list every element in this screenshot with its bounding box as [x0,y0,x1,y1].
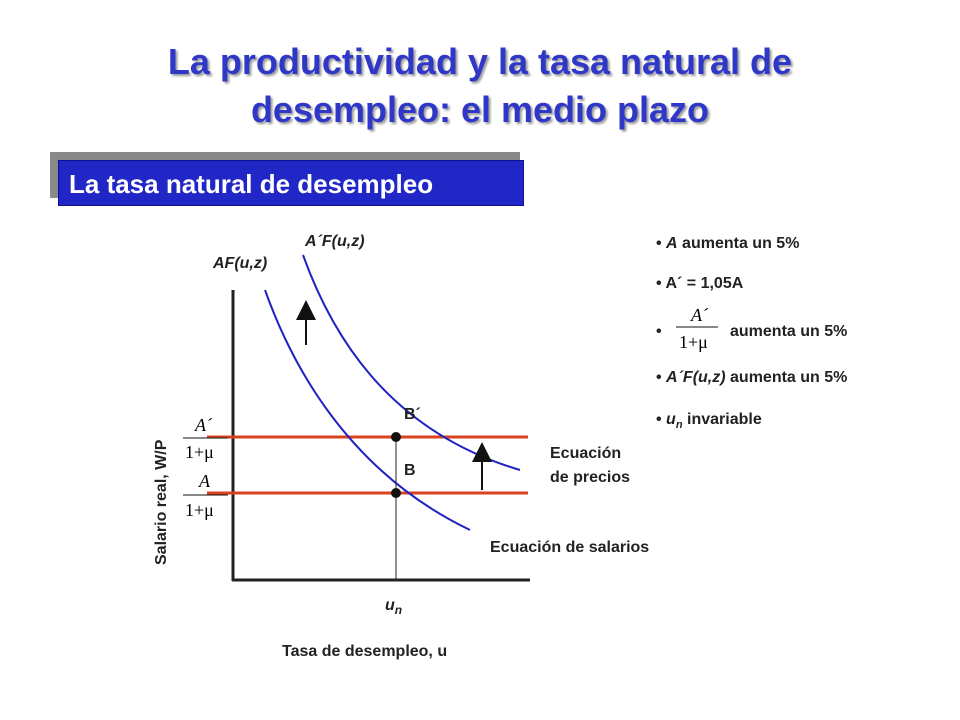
bullet1-text: aumenta un 5% [677,235,800,252]
curve-apf-label: A´F(u,z) [304,233,365,250]
frac-top: A´ 1+μ [183,415,228,462]
x-axis-label: Tasa de desempleo, u [282,643,447,660]
bullet-dot: • [656,411,667,428]
y-axis-label: Salario real, W/P [153,439,170,565]
bullet-3: • [656,323,662,341]
curve-af-label: AF(u,z) [212,255,267,272]
un-label: un [385,597,402,617]
bullet-4: • A´F(u,z) aumenta un 5% [656,369,847,387]
bullet1-italic: A [666,235,678,252]
bullet-dot: • [656,235,667,252]
point-bp [391,432,401,442]
bullet4-text: aumenta un 5% [725,369,848,386]
slide-title-line1: La productividad y la tasa natural de [167,41,793,82]
subtitle-box: La tasa natural de desempleo [58,160,524,206]
bullet5-sub: n [675,419,683,432]
bullet-5: • un invariable [656,411,762,431]
bullet-dot: • [656,369,667,386]
curve-apf [302,254,521,471]
bullet3-frac-den: 1+μ [679,332,708,352]
bullet2-text: A´ = 1,05A [665,275,744,292]
point-b [391,488,401,498]
price-eq-label-1: Ecuación [550,445,621,462]
bullet-dot: • [656,275,666,292]
wage-eq-label: Ecuación de salarios [490,539,649,556]
bullet-1: • A aumenta un 5% [656,235,799,253]
bullet3-text: aumenta un 5% [730,323,848,340]
frac-bottom: A 1+μ [183,471,228,520]
frac-bottom-den: 1+μ [185,500,214,520]
slide-title: La productividad y la tasa natural de de… [0,38,960,134]
bullet3-frac-num: A´ [690,305,709,325]
point-bp-label: B´ [404,406,421,423]
slide-title-line2: desempleo: el medio plazo [250,89,710,130]
frac-bottom-num: A [198,471,211,491]
frac-top-den: 1+μ [185,442,214,462]
point-b-label: B [404,462,416,479]
price-eq-label-2: de precios [550,469,630,486]
frac-top-num: A´ [194,415,213,435]
bullet5-text: invariable [682,411,762,428]
bullet-2: • A´ = 1,05A [656,275,743,293]
bullet4-italic: A´F(u,z) [666,369,726,386]
curve-af [264,289,471,531]
bullet-dot: • [656,323,662,340]
bullet3-frac: A´ 1+μ [676,305,718,352]
bullet5-u: u [666,411,676,428]
